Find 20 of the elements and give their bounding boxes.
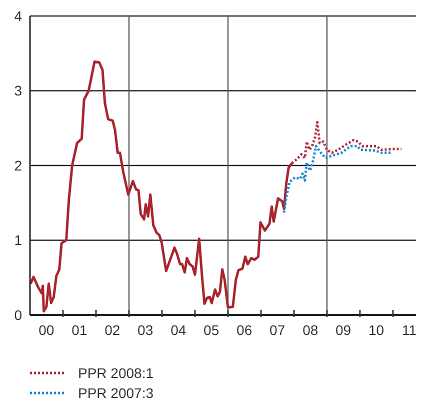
y-tick-label: 2 [14,157,22,174]
y-tick-label: 3 [14,82,22,99]
legend-label: PPR 2007:3 [78,385,154,401]
x-tick-label: 02 [104,322,120,338]
x-tick-label: 04 [170,322,186,338]
x-tick-label: 00 [38,322,54,338]
x-tick-label: 05 [204,322,220,338]
x-tick-label: 10 [368,322,384,338]
x-tick-label: 08 [302,322,318,338]
y-tick-label: 1 [14,232,22,248]
y-tick-label: 4 [14,8,22,24]
line-series [282,144,392,214]
y-tick-label: 0 [14,306,22,323]
x-tick-label: 03 [138,322,154,338]
x-tick-label: 09 [336,322,352,338]
x-tick-label: 06 [236,322,252,338]
x-tick-label: 01 [72,322,88,338]
x-tick-label: 07 [270,322,286,338]
legend-label: PPR 2008:1 [78,365,154,381]
x-tick-label: 11 [402,322,417,338]
